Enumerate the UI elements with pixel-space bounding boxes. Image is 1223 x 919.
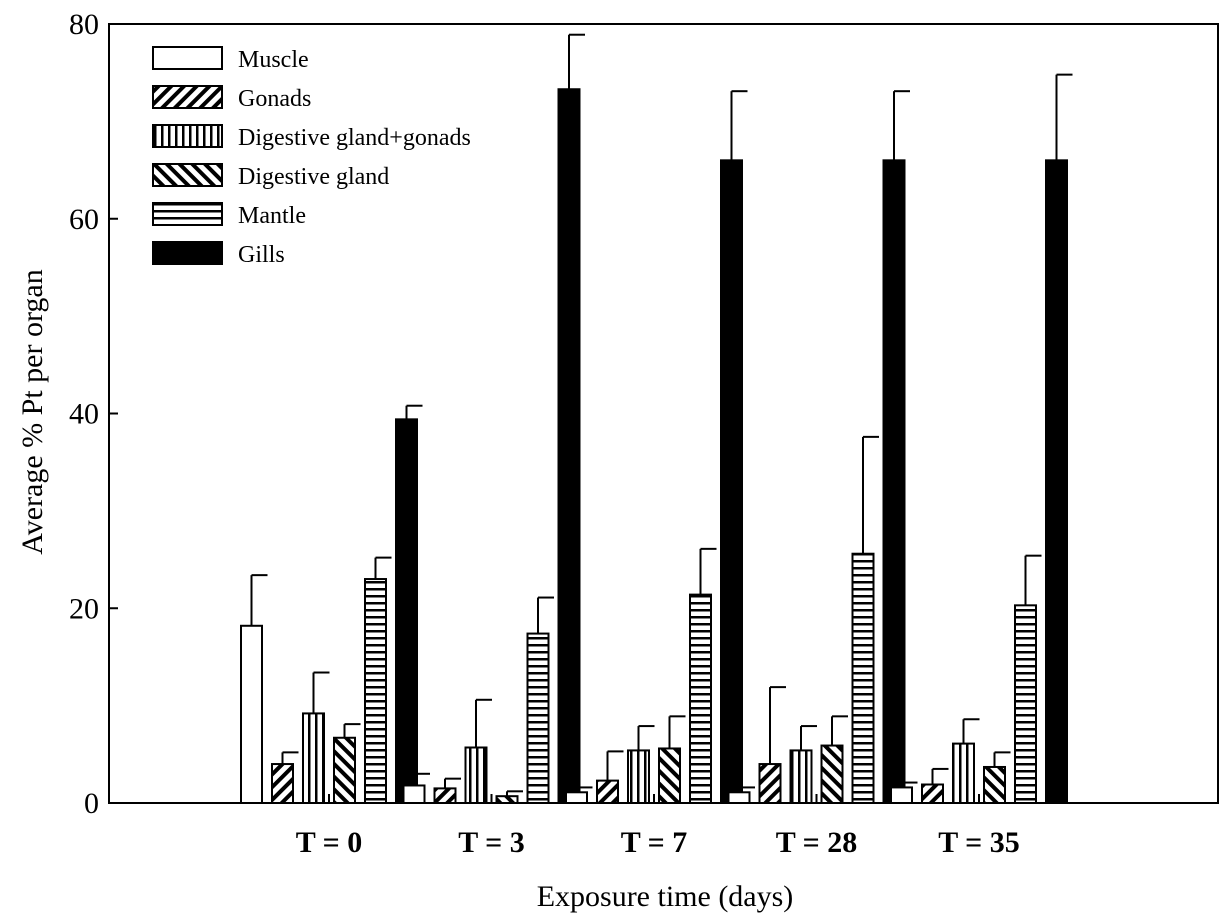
legend-label: Gonads [238, 86, 311, 112]
bar-muscle [565, 791, 588, 805]
legend-swatch [152, 85, 223, 109]
x-category-label: T = 0 [296, 826, 363, 859]
x-axis-title: Exposure time (days) [537, 880, 794, 913]
legend-swatch [152, 124, 223, 148]
bar-digestive-gland-gonads [302, 712, 325, 804]
bar-gills [720, 159, 743, 804]
legend-swatch [152, 241, 223, 265]
bar-gills [395, 418, 418, 804]
bar-mantle [364, 578, 387, 804]
bar-muscle [727, 791, 751, 805]
legend-label: Mantle [238, 203, 306, 229]
y-axis-title: Average % Pt per organ [16, 269, 49, 554]
x-category-label: T = 28 [776, 826, 858, 859]
x-category-label: T = 35 [938, 826, 1020, 859]
bar-gonads [271, 763, 294, 804]
bar-digestive-gland-gonads [789, 749, 813, 804]
bar-muscle [402, 784, 426, 804]
y-tick-label: 80 [69, 8, 99, 41]
bar-gonads [596, 779, 619, 805]
bar-gonads [921, 783, 944, 805]
legend-label: Digestive gland [238, 164, 389, 190]
bar-gills [1045, 159, 1068, 804]
bar-gonads [433, 787, 457, 804]
y-tick-label: 60 [69, 203, 99, 236]
bar-digestive-gland-gonads [464, 746, 488, 805]
bar-mantle [689, 593, 712, 804]
legend-label: Gills [238, 242, 285, 268]
legend-label: Digestive gland+gonads [238, 125, 471, 151]
y-tick-label: 40 [69, 398, 99, 431]
legend-swatch [152, 46, 223, 70]
y-tick-label: 20 [69, 592, 99, 625]
bar-muscle [240, 624, 263, 805]
bar-mantle [526, 632, 550, 804]
bar-digestive-gland [658, 747, 681, 804]
bar-mantle [851, 552, 875, 804]
bar-digestive-gland [983, 765, 1006, 805]
bar-digestive-gland [495, 795, 519, 805]
legend-label: Muscle [238, 47, 309, 73]
bar-digestive-gland [333, 736, 356, 804]
y-tick-label: 0 [84, 787, 99, 820]
legend-swatch [152, 202, 223, 226]
bars-group [240, 33, 1073, 805]
bar-digestive-gland-gonads [627, 749, 650, 804]
legend: Muscle Gonads Digestive gland+gonads Digest… [152, 46, 471, 268]
bar-gonads [758, 763, 782, 804]
x-category-label: T = 3 [458, 826, 525, 859]
y-axis: 0 20 40 60 80 [69, 8, 118, 820]
bar-gills [882, 159, 906, 804]
bar-muscle [890, 786, 913, 804]
bar-mantle [1014, 604, 1037, 804]
bar-digestive-gland [820, 744, 844, 805]
x-category-label: T = 7 [621, 826, 688, 859]
bar-gills [557, 88, 581, 804]
legend-swatch [152, 163, 223, 187]
x-axis: T = 0 T = 3 T = 7 T = 28 T = 35 [296, 794, 1020, 859]
bar-digestive-gland-gonads [952, 742, 975, 805]
